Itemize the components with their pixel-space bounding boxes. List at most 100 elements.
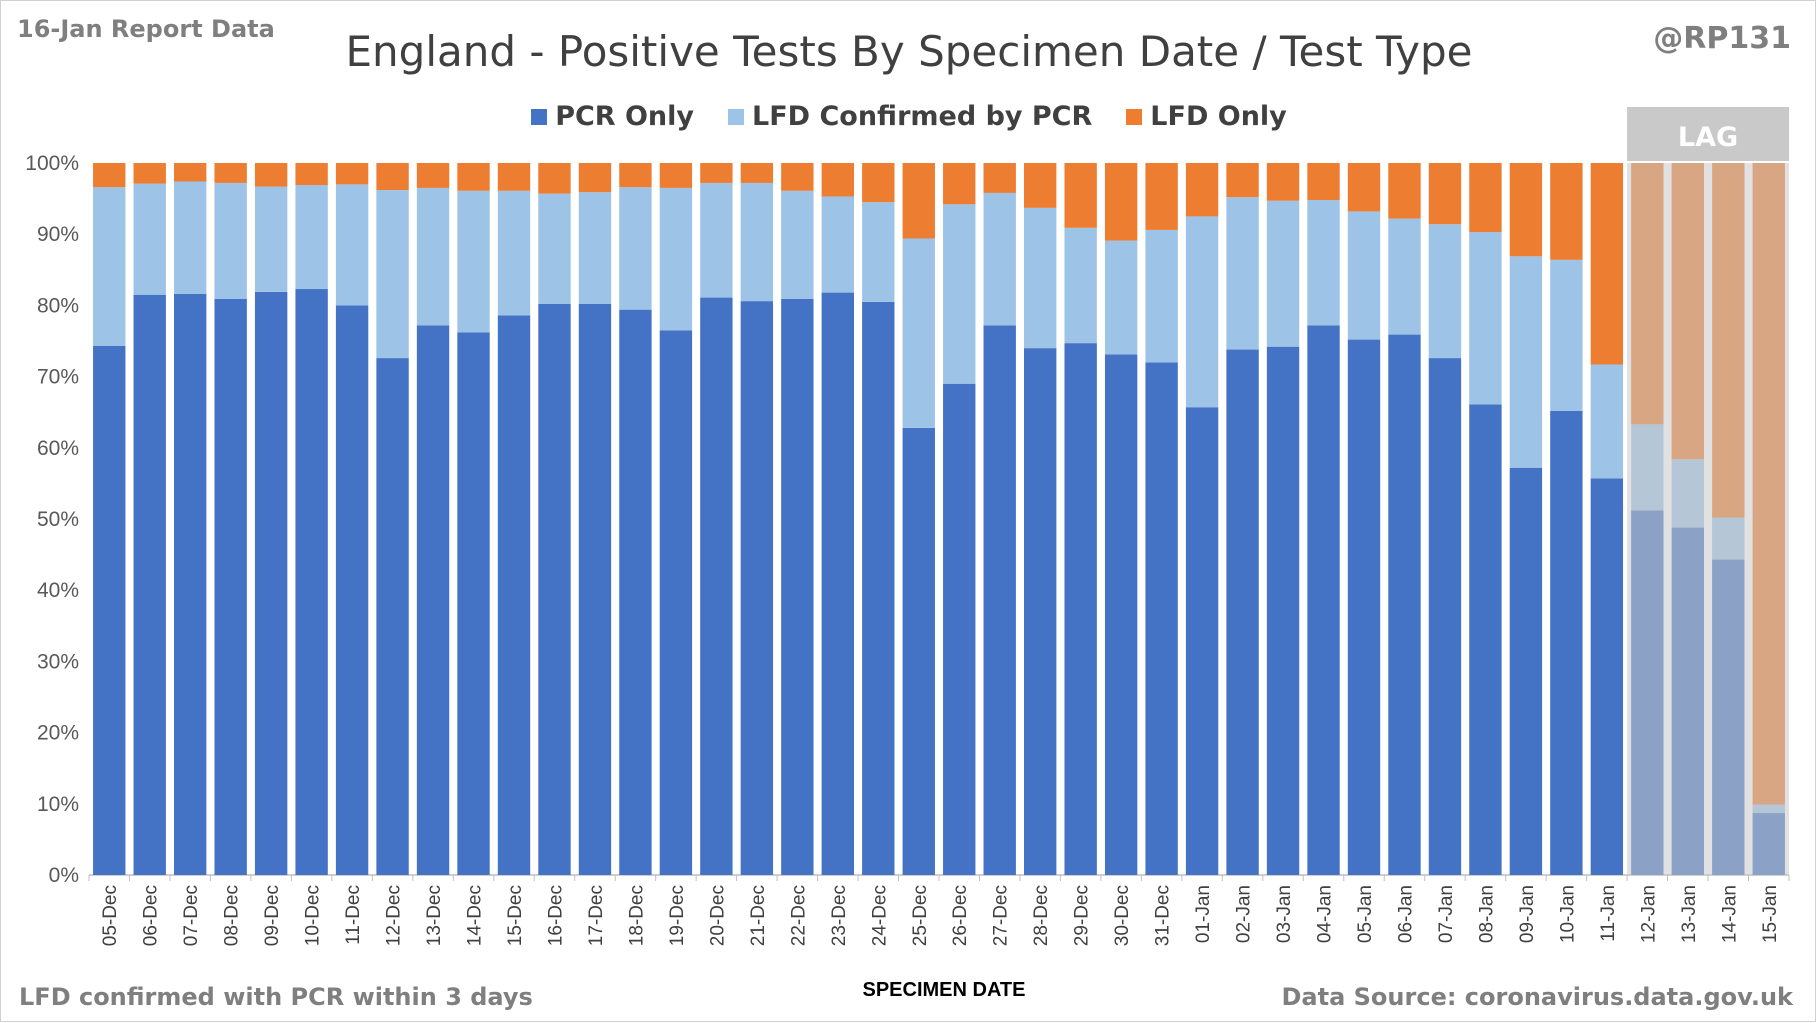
x-tick-label: 03-Jan [1274, 885, 1295, 943]
bar-segment-lfd-confirmed [1469, 232, 1502, 405]
x-tick-label: 31-Dec [1153, 885, 1174, 946]
bar-segment-lfd-confirmed [214, 182, 247, 299]
bar-segment-lfd-only [174, 163, 207, 182]
bar-segment-lfd-only [1185, 163, 1219, 217]
bar-segment-lfd-only [902, 163, 935, 239]
bar-segment-pcr-only [538, 303, 571, 875]
x-tick-label: 12-Jan [1638, 885, 1659, 943]
x-tick-label: 24-Dec [869, 885, 890, 946]
bar-segment-pcr-only [174, 294, 207, 875]
y-tick-label: 90% [37, 223, 79, 246]
bar-segment-lfd-confirmed [1064, 227, 1097, 344]
x-tick-label: 10-Dec [303, 885, 324, 946]
bar-segment-pcr-only [1307, 325, 1340, 875]
bar-segment-lfd-confirmed [1428, 224, 1462, 359]
bar-segment-lfd-only [700, 163, 733, 183]
y-tick-label: 50% [37, 508, 79, 531]
bar-segment-pcr-only [1469, 404, 1502, 875]
lag-band-overlay [1627, 163, 1789, 875]
bar-segment-lfd-only [538, 163, 571, 194]
bar-segment-lfd-confirmed [659, 187, 693, 331]
bar-segment-lfd-only [1307, 163, 1340, 201]
bar-segment-lfd-confirmed [1024, 207, 1057, 349]
bar-segment-pcr-only [497, 315, 531, 875]
bar-segment-lfd-confirmed [902, 238, 935, 428]
bar-segment-pcr-only [983, 325, 1016, 875]
x-tick-label: 01-Jan [1193, 885, 1214, 943]
x-tick-label: 07-Jan [1436, 885, 1457, 943]
bar-segment-lfd-only [821, 163, 854, 197]
x-tick-label: 12-Dec [384, 885, 405, 946]
bar-segment-lfd-confirmed [133, 183, 166, 295]
legend-swatch-lfd-only [1126, 108, 1143, 125]
y-tick-label: 30% [37, 650, 79, 673]
bar-segment-lfd-only [457, 163, 490, 191]
bar-segment-lfd-only [1145, 163, 1178, 230]
bar-segment-lfd-confirmed [295, 185, 328, 290]
y-tick-label: 10% [37, 793, 79, 816]
bar-segment-lfd-only [1469, 163, 1502, 233]
x-tick-label: 05-Dec [100, 885, 121, 946]
bar-segment-lfd-only [578, 163, 612, 193]
y-tick-label: 0% [49, 864, 79, 887]
bar-segment-lfd-confirmed [578, 192, 612, 304]
bar-segment-pcr-only [376, 358, 409, 875]
bar-segment-pcr-only [1104, 354, 1138, 875]
x-tick-label: 20-Dec [707, 885, 728, 946]
x-tick-label: 10-Jan [1557, 885, 1578, 943]
legend-swatch-pcr-only [531, 108, 548, 125]
legend-swatch-lfd-confirmed [728, 108, 745, 125]
y-tick-label: 80% [37, 294, 79, 317]
bar-segment-lfd-only [619, 163, 652, 188]
chart-title: England - Positive Tests By Specimen Dat… [345, 27, 1473, 76]
bar-segment-lfd-only [376, 163, 409, 191]
bar-segment-lfd-only [1024, 163, 1057, 208]
legend-item-lfd-confirmed: LFD Confirmed by PCR [728, 101, 1092, 132]
x-tick-label: 09-Jan [1517, 885, 1538, 943]
x-tick-label: 18-Dec [626, 885, 647, 946]
bar-segment-lfd-confirmed [781, 190, 814, 299]
bar-segment-pcr-only [1347, 339, 1381, 875]
bar-segment-lfd-confirmed [174, 181, 207, 295]
bar-segment-pcr-only [1185, 407, 1219, 875]
x-tick-label: 19-Dec [667, 885, 688, 946]
x-tick-label: 21-Dec [748, 885, 769, 946]
bar-segment-lfd-confirmed [1145, 229, 1178, 363]
bar-segment-pcr-only [1590, 478, 1624, 875]
bar-segment-lfd-confirmed [1266, 200, 1300, 347]
bar-segment-lfd-confirmed [1550, 259, 1583, 411]
bar-segment-lfd-confirmed [335, 184, 369, 306]
bar-segment-lfd-confirmed [1185, 216, 1219, 408]
bar-segment-pcr-only [1145, 362, 1178, 875]
bar-segment-pcr-only [781, 298, 814, 875]
bar-segment-lfd-confirmed [1347, 211, 1381, 340]
x-tick-label: 17-Dec [586, 885, 607, 946]
bar-segment-pcr-only [1550, 410, 1583, 875]
bar-segment-lfd-only [93, 163, 126, 188]
bar-segment-pcr-only [1226, 349, 1259, 875]
bar-segment-lfd-only [1550, 163, 1583, 260]
bar-segment-pcr-only [133, 294, 166, 876]
bar-segment-pcr-only [295, 289, 328, 875]
bar-segment-lfd-only [740, 163, 774, 183]
lag-band-label: LAG [1678, 122, 1738, 153]
y-tick-label: 100% [25, 152, 79, 175]
bar-segment-lfd-confirmed [497, 190, 531, 316]
y-tick-label: 70% [37, 366, 79, 389]
lag-band-header [1627, 107, 1789, 161]
bar-segment-lfd-only [1104, 163, 1138, 241]
y-tick-label: 20% [37, 722, 79, 745]
x-tick-label: 30-Dec [1112, 885, 1133, 946]
bar-segment-lfd-only [335, 163, 369, 185]
x-tick-label: 22-Dec [788, 885, 809, 946]
bar-segment-pcr-only [416, 325, 450, 875]
bar-segment-lfd-confirmed [93, 187, 126, 346]
x-tick-label: 27-Dec [991, 885, 1012, 946]
bar-segment-lfd-only [781, 163, 814, 191]
bar-segment-pcr-only [578, 303, 612, 875]
x-tick-label: 08-Dec [222, 885, 243, 946]
x-tick-label: 29-Dec [1072, 885, 1093, 946]
x-tick-label: 15-Dec [505, 885, 526, 946]
bar-segment-pcr-only [335, 305, 369, 875]
bar-segment-lfd-confirmed [943, 204, 976, 384]
